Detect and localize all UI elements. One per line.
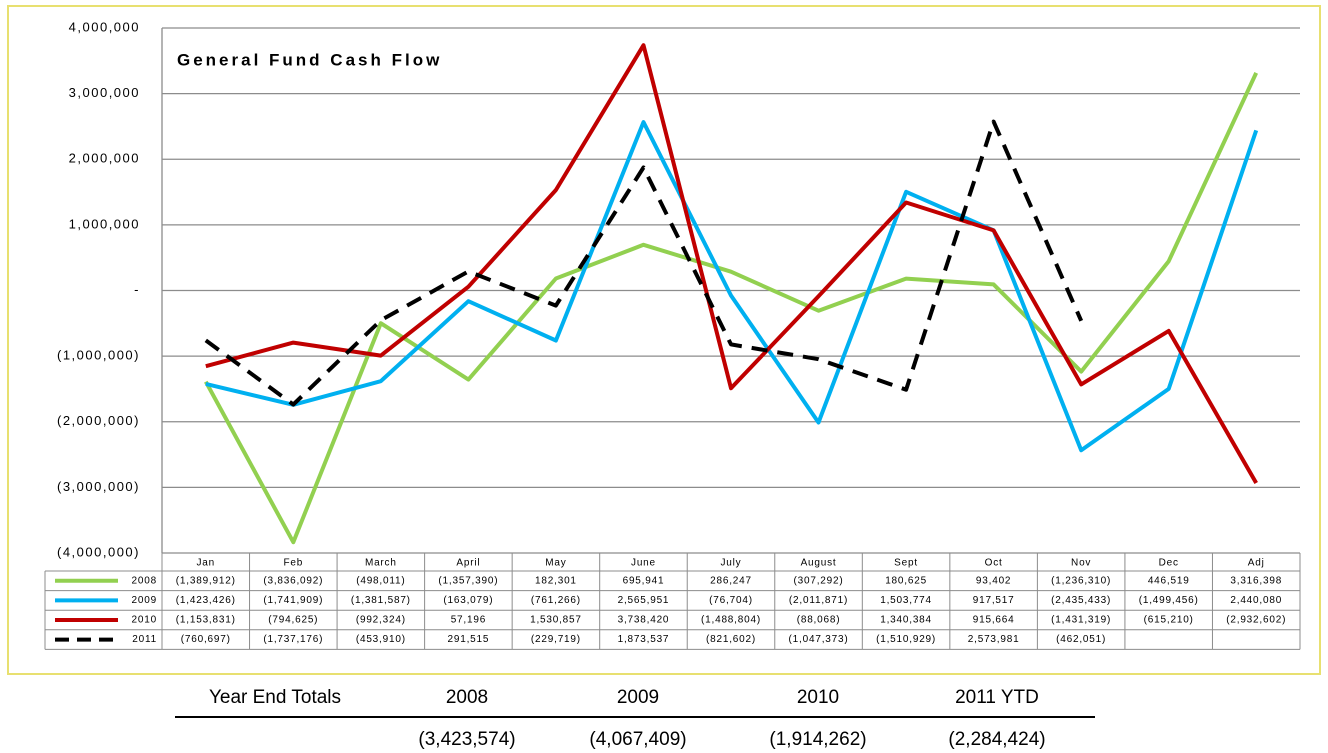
x-tick-label: Jan <box>197 558 216 569</box>
data-label: (88,068) <box>797 615 841 626</box>
data-label: (163,079) <box>443 595 493 606</box>
totals-value: (4,067,409) <box>589 729 686 750</box>
legend-label: 2011 <box>132 634 157 645</box>
x-tick-label: Nov <box>1071 558 1091 569</box>
data-label: 182,301 <box>535 575 577 586</box>
totals-title: Year End Totals <box>209 687 341 708</box>
data-label: 915,664 <box>973 615 1015 626</box>
data-label: 1,340,384 <box>880 615 932 626</box>
data-label: (1,741,909) <box>263 595 323 606</box>
series-line <box>204 119 1084 407</box>
legend-label: 2008 <box>132 575 157 586</box>
data-label: (761,266) <box>531 595 581 606</box>
legend-label: 2009 <box>132 595 157 606</box>
totals-column: 2011 YTD <box>955 687 1039 708</box>
data-label: (1,510,929) <box>876 634 936 645</box>
data-label: (453,910) <box>356 634 406 645</box>
data-label: 2,565,951 <box>618 595 670 606</box>
data-label: (992,324) <box>356 615 406 626</box>
data-label: (760,697) <box>181 634 231 645</box>
data-label: 1,530,857 <box>530 615 582 626</box>
data-label: (2,435,433) <box>1051 595 1111 606</box>
y-tick-label: (1,000,000) <box>57 348 140 363</box>
y-tick-label: (2,000,000) <box>57 413 140 428</box>
data-label: (1,153,831) <box>176 615 236 626</box>
y-tick-label: 4,000,000 <box>69 19 140 34</box>
data-table: Jan Feb March April May June July August Sept Oct… <box>44 552 1301 650</box>
data-label: 291,515 <box>448 634 490 645</box>
data-label: 3,316,398 <box>1230 575 1282 586</box>
y-tick-label: - <box>134 282 140 297</box>
data-label: 3,738,420 <box>618 615 670 626</box>
series-line <box>205 120 1259 453</box>
data-label: 93,402 <box>976 575 1011 586</box>
data-label: (1,431,319) <box>1051 615 1111 626</box>
data-label: (1,389,912) <box>176 575 236 586</box>
x-tick-label: Adj <box>1248 558 1265 569</box>
data-label: (1,047,373) <box>789 634 849 645</box>
x-tick-label: April <box>456 558 480 569</box>
y-tick-label: (4,000,000) <box>57 544 140 559</box>
x-tick-label: Feb <box>283 558 303 569</box>
data-label: (498,011) <box>356 575 405 586</box>
y-tick-label: 3,000,000 <box>69 85 140 100</box>
x-tick-label: Dec <box>1159 558 1179 569</box>
data-label: 695,941 <box>623 575 665 586</box>
data-label: 2,440,080 <box>1230 595 1282 606</box>
data-label: (2,011,871) <box>789 595 848 606</box>
x-tick-label: Oct <box>985 558 1003 569</box>
x-tick-label: June <box>631 558 656 569</box>
x-tick-label: May <box>545 558 566 569</box>
totals-value: (2,284,424) <box>948 729 1045 750</box>
chart-title: General Fund Cash Flow <box>177 50 442 69</box>
data-label: (462,051) <box>1056 634 1106 645</box>
data-label: (1,488,804) <box>701 615 761 626</box>
x-tick-label: July <box>721 558 742 569</box>
data-label: (2,932,602) <box>1226 615 1286 626</box>
totals-value: (1,914,262) <box>769 729 866 750</box>
legend-label: 2010 <box>132 615 157 626</box>
data-label: 286,247 <box>710 575 752 586</box>
data-label: 1,503,774 <box>880 595 932 606</box>
x-tick-label: August <box>801 558 837 569</box>
data-label: (1,236,310) <box>1051 575 1111 586</box>
data-label: (1,381,587) <box>351 595 411 606</box>
totals-column: 2009 <box>617 687 659 708</box>
data-label: (307,292) <box>794 575 844 586</box>
data-label: 917,517 <box>973 595 1015 606</box>
data-label: 2,573,981 <box>968 634 1020 645</box>
totals-value: (3,423,574) <box>418 729 515 750</box>
data-label: 57,196 <box>451 615 486 626</box>
data-label: 446,519 <box>1148 575 1190 586</box>
series-line <box>205 43 1258 484</box>
data-label: 180,625 <box>885 575 927 586</box>
data-label: (615,210) <box>1144 615 1194 626</box>
y-tick-label: 1,000,000 <box>69 216 140 231</box>
data-label: (821,602) <box>706 634 756 645</box>
series-line <box>204 72 1259 545</box>
data-label: (794,625) <box>268 615 318 626</box>
totals-column: 2008 <box>446 687 488 708</box>
data-label: (1,737,176) <box>263 634 323 645</box>
chart-frame <box>7 5 1321 675</box>
data-label: (3,836,092) <box>263 575 323 586</box>
y-tick-label: (3,000,000) <box>57 479 140 494</box>
data-label: (1,423,426) <box>176 595 236 606</box>
data-label: (1,499,456) <box>1139 595 1199 606</box>
data-label: (1,357,390) <box>438 575 498 586</box>
data-label: (229,719) <box>531 634 581 645</box>
totals-column: 2010 <box>797 687 839 708</box>
x-tick-label: March <box>365 558 397 569</box>
x-tick-label: Sept <box>894 558 918 569</box>
y-tick-label: 2,000,000 <box>69 151 140 166</box>
data-label: (76,704) <box>709 595 753 606</box>
data-label: 1,873,537 <box>618 634 670 645</box>
